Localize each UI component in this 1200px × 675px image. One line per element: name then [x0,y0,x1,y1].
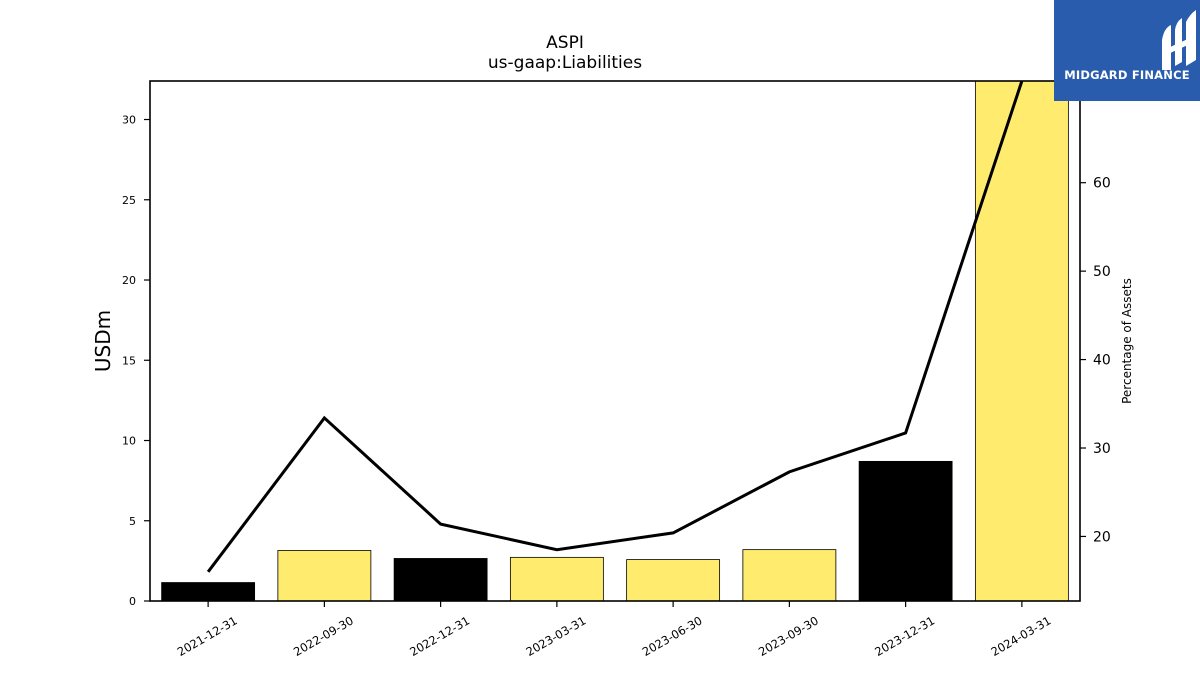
y-tick-label: 30 [122,114,136,127]
plot-frame [149,80,1081,602]
chart-subtitle: us-gaap:Liabilities [488,53,642,73]
y2-tick-label: 40 [1093,353,1111,369]
y-tick-label: 5 [129,515,136,528]
y2-tick-label: 30 [1093,441,1111,457]
bar [161,582,256,602]
percentage-line [206,80,1024,573]
y2-tick-label: 60 [1093,176,1111,192]
bar [858,460,953,602]
x-tick-label: 2024-03-31 [988,613,1053,659]
x-tick-label: 2023-09-30 [756,613,821,659]
x-tick-label: 2023-12-31 [872,613,937,659]
y2-axis-label: Percentage of Assets [1120,278,1134,404]
bar [626,559,721,602]
x-tick-label: 2022-12-31 [407,613,472,659]
y-tick-label: 15 [122,354,136,367]
y-tick-label: 0 [129,595,136,608]
y2-tick-label: 50 [1093,264,1111,280]
x-tick-label: 2022-09-30 [291,613,356,659]
bar [509,556,604,602]
midgard-logo-icon [1162,10,1196,70]
brand-name: MIDGARD FINANCE [1064,68,1190,82]
x-tick-label: 2023-03-31 [523,613,588,659]
bar [974,80,1069,602]
x-tick-label: 2023-06-30 [640,613,705,659]
chart-title: ASPI [546,33,584,53]
y-tick-label: 10 [122,435,136,448]
bar [742,549,837,602]
y-tick-label: 25 [122,194,136,207]
y-tick-label: 20 [122,274,136,287]
y2-tick-label: 20 [1093,529,1111,545]
x-tick-label: 2021-12-31 [175,613,240,659]
brand-logo: MIDGARD FINANCE [1054,0,1200,101]
bar [393,558,488,602]
y-axis-label: USDm [91,310,115,372]
bar [277,550,372,602]
